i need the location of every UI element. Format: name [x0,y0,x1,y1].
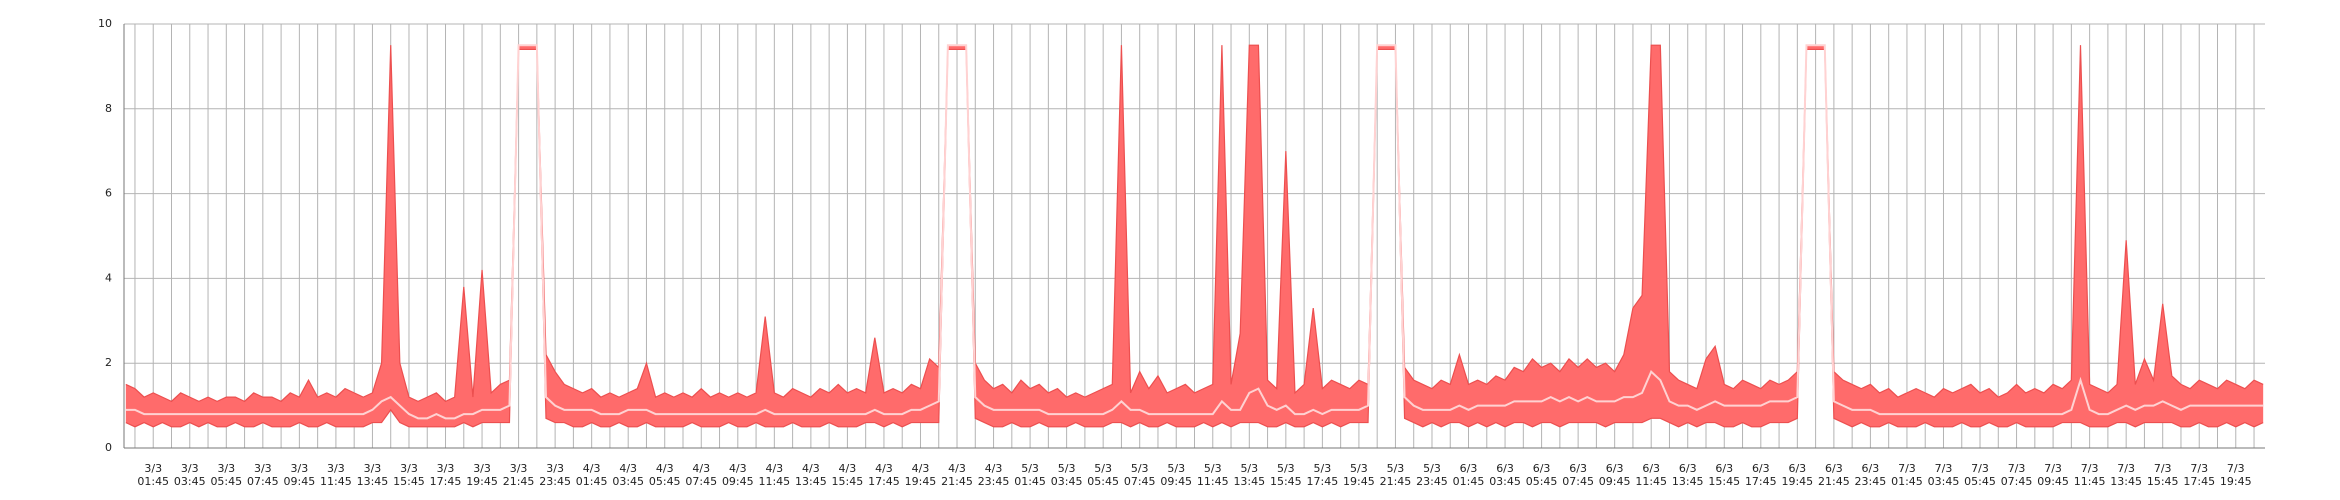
x-tick-label: 5/3 19:45 [1343,462,1375,488]
x-tick-label: 5/3 11:45 [1196,462,1229,488]
x-tick-label: 3/3 21:45 [502,462,535,488]
x-tick-label: 3/3 05:45 [210,462,243,488]
x-tick-label: 7/3 17:45 [2183,462,2216,488]
x-tick-label: 3/3 07:45 [246,462,279,488]
mean-line [125,44,2264,420]
x-tick-label: 6/3 15:45 [1708,462,1741,488]
y-tick-label: 0 [105,441,112,454]
x-tick-label: 5/3 03:45 [1050,462,1083,488]
x-tick-label: 6/3 23:45 [1854,462,1887,488]
x-tick-label: 5/3 23:45 [1416,462,1448,488]
x-tick-label: 4/3 11:45 [758,462,791,488]
x-tick-label: 7/3 03:45 [1927,462,1960,488]
x-tick-label: 7/3 05:45 [1964,462,1996,488]
y-tick-label: 8 [105,102,112,115]
x-tick-label: 3/3 03:45 [173,462,206,488]
x-tick-label: 3/3 11:45 [320,462,352,488]
x-tick-label: 7/3 07:45 [2000,462,2033,488]
x-tick-label: 3/3 15:45 [393,462,425,488]
x-tick-label: 5/3 21:45 [1379,462,1412,488]
x-tick-label: 7/3 13:45 [2110,462,2142,488]
x-tick-label: 6/3 13:45 [1671,462,1704,488]
x-tick-label: 6/3 01:45 [1452,462,1485,488]
x-tick-label: 4/3 13:45 [795,462,827,488]
x-tick-label: 4/3 23:45 [977,462,1010,488]
x-tick-label: 6/3 03:45 [1489,462,1521,488]
x-tick-label: 3/3 17:45 [429,462,462,488]
x-tick-label: 7/3 15:45 [2146,462,2179,488]
band-upper-edge [125,44,2264,403]
x-tick-label: 4/3 03:45 [612,462,645,488]
x-tick-label: 4/3 05:45 [648,462,681,488]
x-tick-label: 4/3 21:45 [941,462,973,488]
x-tick-label: 7/3 11:45 [2073,462,2106,488]
band-lower-edge [125,48,2264,428]
x-tick-label: 5/3 07:45 [1123,462,1156,488]
x-tick-label: 4/3 07:45 [685,462,718,488]
x-tick-label: 7/3 19:45 [2219,462,2252,488]
x-tick-label: 6/3 11:45 [1635,462,1668,488]
x-tick-label: 5/3 13:45 [1233,462,1266,488]
x-tick-label: 4/3 15:45 [831,462,864,488]
x-tick-label: 6/3 17:45 [1744,462,1777,488]
y-tick-label: 10 [98,17,112,30]
x-tick-label: 5/3 17:45 [1306,462,1339,488]
x-tick-label: 6/3 19:45 [1781,462,1814,488]
band-fill [125,45,2264,427]
x-tick-label: 5/3 01:45 [1014,462,1046,488]
x-tick-label: 6/3 09:45 [1598,462,1631,488]
x-tick-label: 4/3 01:45 [575,462,608,488]
x-tick-label: 4/3 17:45 [868,462,900,488]
y-tick-label: 2 [105,356,112,369]
x-tick-label: 7/3 01:45 [1891,462,1923,488]
x-tick-label: 3/3 01:45 [137,462,170,488]
x-tick-label: 6/3 21:45 [1818,462,1850,488]
y-tick-label: 6 [105,187,112,200]
x-tick-label: 6/3 05:45 [1525,462,1558,488]
x-tick-label: 5/3 09:45 [1160,462,1193,488]
x-tick-label: 7/3 09:45 [2037,462,2069,488]
y-tick-label: 4 [105,271,112,284]
x-tick-label: 3/3 23:45 [539,462,571,488]
x-tick-label: 5/3 05:45 [1087,462,1119,488]
x-tick-label: 4/3 09:45 [721,462,754,488]
x-tick-label: 3/3 13:45 [356,462,389,488]
x-tick-label: 4/3 19:45 [904,462,937,488]
x-tick-label: 5/3 15:45 [1269,462,1302,488]
x-tick-label: 6/3 07:45 [1562,462,1594,488]
x-tick-label: 3/3 09:45 [283,462,316,488]
x-tick-label: 3/3 19:45 [466,462,498,488]
